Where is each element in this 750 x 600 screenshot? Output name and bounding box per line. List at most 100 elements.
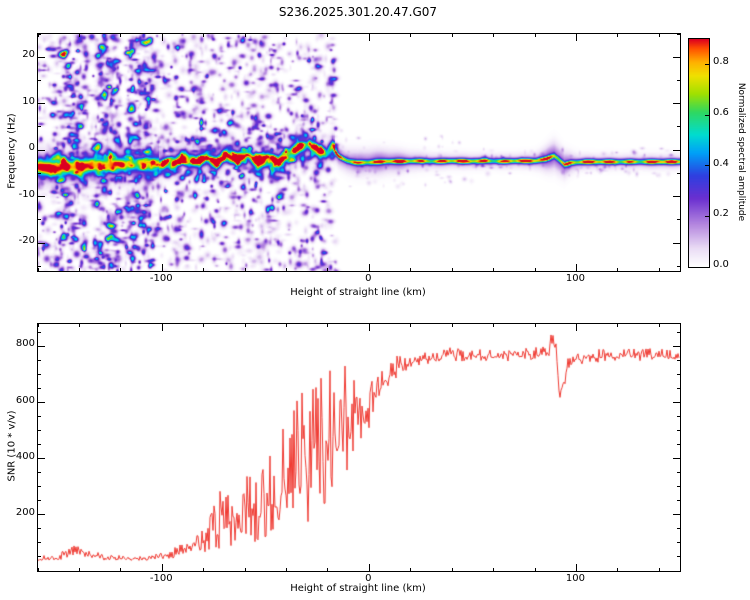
tick-label: 10 [22, 95, 35, 107]
snr-ylabel: SNR (10 * v/v) [6, 410, 18, 482]
tick-mark [677, 570, 680, 572]
colorbar-label: Normalized spectral amplitude [736, 82, 746, 222]
tick-mark [78, 268, 80, 271]
tick-mark [244, 34, 246, 37]
tick-mark [327, 568, 329, 571]
tick-label: -10 [18, 188, 35, 200]
tick-mark [677, 359, 680, 361]
tick-mark [37, 268, 39, 271]
tick-mark [534, 324, 536, 327]
tick-mark [78, 324, 80, 327]
tick-mark [38, 149, 45, 151]
tick-mark [677, 219, 680, 221]
tick-mark [677, 486, 680, 488]
tick-mark [673, 458, 680, 460]
colorbar-tick-label: 0.2 [713, 208, 729, 220]
tick-mark [38, 472, 41, 474]
tick-mark [658, 568, 660, 571]
tick-mark [244, 568, 246, 571]
tick-mark [677, 556, 680, 558]
colorbar-frame [688, 38, 710, 268]
tick-mark [38, 196, 45, 198]
tick-mark [673, 196, 680, 198]
colorbar-gradient [689, 39, 709, 267]
tick-mark [673, 514, 680, 516]
tick-mark [120, 268, 122, 271]
tick-mark [534, 34, 536, 37]
tick-label: 0 [365, 273, 372, 284]
tick-label: 20 [22, 49, 35, 61]
tick-mark [38, 359, 41, 361]
tick-mark [677, 528, 680, 530]
tick-mark [705, 63, 709, 65]
tick-mark [410, 268, 412, 271]
tick-label: 400 [15, 450, 35, 462]
tick-mark [658, 34, 660, 37]
tick-mark [677, 33, 680, 35]
tick-mark [120, 34, 122, 37]
tick-mark [38, 500, 41, 502]
tick-mark [327, 268, 329, 271]
tick-mark [368, 34, 370, 41]
tick-mark [38, 103, 45, 105]
tick-mark [677, 331, 680, 333]
tick-mark [534, 568, 536, 571]
tick-label: 800 [15, 338, 35, 350]
tick-mark [493, 324, 495, 327]
snr-xlabel: Height of straight line (km) [290, 583, 426, 594]
tick-label: 200 [15, 506, 35, 518]
tick-mark [161, 264, 163, 271]
tick-mark [368, 564, 370, 571]
tick-mark [327, 34, 329, 37]
tick-mark [705, 215, 709, 217]
tick-mark [677, 444, 680, 446]
tick-mark [677, 430, 680, 432]
tick-label: 0 [28, 142, 35, 154]
tick-label: 0 [365, 573, 372, 584]
tick-mark [38, 402, 45, 404]
tick-mark [286, 34, 288, 37]
tick-mark [38, 416, 41, 418]
tick-mark [327, 324, 329, 327]
tick-mark [677, 472, 680, 474]
tick-mark [38, 458, 45, 460]
tick-mark [677, 416, 680, 418]
tick-mark [673, 242, 680, 244]
tick-mark [38, 331, 41, 333]
tick-mark [658, 268, 660, 271]
tick-mark [161, 324, 163, 331]
tick-mark [203, 568, 205, 571]
tick-mark [673, 103, 680, 105]
tick-mark [38, 486, 41, 488]
colorbar-tick-label: 0.0 [713, 259, 729, 270]
tick-mark [38, 33, 41, 35]
tick-mark [38, 79, 41, 81]
tick-mark [38, 528, 41, 530]
tick-mark [38, 556, 41, 558]
tick-mark [534, 268, 536, 271]
colorbar-tick-label: 0.8 [713, 56, 729, 68]
tick-mark [38, 444, 41, 446]
tick-mark [37, 568, 39, 571]
tick-mark [677, 500, 680, 502]
tick-mark [677, 79, 680, 81]
tick-mark [203, 34, 205, 37]
tick-mark [617, 568, 619, 571]
tick-mark [677, 126, 680, 128]
tick-mark [38, 514, 45, 516]
tick-mark [673, 56, 680, 58]
tick-mark [677, 265, 680, 267]
tick-label: -100 [149, 573, 173, 584]
tick-mark [493, 34, 495, 37]
tick-mark [38, 172, 41, 174]
spectrogram-xlabel: Height of straight line (km) [290, 287, 426, 298]
tick-mark [705, 266, 709, 268]
tick-mark [38, 242, 45, 244]
tick-mark [120, 324, 122, 327]
tick-mark [38, 219, 41, 221]
tick-mark [368, 324, 370, 331]
tick-mark [410, 34, 412, 37]
colorbar-tick-label: 0.4 [713, 157, 729, 169]
tick-mark [161, 34, 163, 41]
